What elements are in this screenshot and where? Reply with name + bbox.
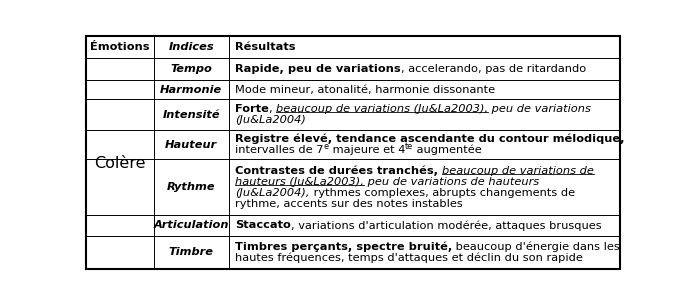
Text: majeure et 4: majeure et 4	[329, 145, 405, 155]
Text: Mode mineur, atonalité, harmonie dissonante: Mode mineur, atonalité, harmonie dissona…	[235, 85, 495, 95]
Text: beaucoup de variations de: beaucoup de variations de	[442, 166, 594, 176]
Text: te: te	[405, 142, 413, 151]
Text: (Ju&La2004): (Ju&La2004)	[235, 115, 306, 125]
Text: Tempo: Tempo	[170, 64, 212, 74]
Text: Forte: Forte	[235, 104, 269, 114]
Text: hautes fréquences, temps d'attaques et déclin du son rapide: hautes fréquences, temps d'attaques et d…	[235, 252, 583, 263]
Text: beaucoup d'énergie dans les: beaucoup d'énergie dans les	[453, 241, 620, 252]
Text: Colère: Colère	[94, 156, 146, 171]
Text: peu de variations de hauteurs: peu de variations de hauteurs	[364, 177, 539, 187]
Text: Intensité: Intensité	[163, 110, 220, 120]
Text: e: e	[324, 142, 329, 151]
Text: Registre élevé, tendance ascendante du contour mélodique,: Registre élevé, tendance ascendante du c…	[235, 134, 625, 144]
Text: rythme, accents sur des notes instables: rythme, accents sur des notes instables	[235, 199, 463, 209]
Text: Timbre: Timbre	[169, 247, 214, 257]
Text: intervalles de 7: intervalles de 7	[235, 145, 324, 155]
Text: Timbres perçants, spectre bruité,: Timbres perçants, spectre bruité,	[235, 241, 453, 252]
Text: Contrastes de durées tranchés,: Contrastes de durées tranchés,	[235, 165, 438, 176]
Text: peu de variations: peu de variations	[489, 104, 591, 114]
Text: hauteurs (Ju&La2003),: hauteurs (Ju&La2003),	[235, 177, 364, 187]
Text: , accelerando, pas de ritardando: , accelerando, pas de ritardando	[401, 64, 586, 74]
Text: Émotions: Émotions	[90, 42, 150, 52]
Text: Rapide, peu de variations: Rapide, peu de variations	[235, 64, 401, 74]
Text: Harmonie: Harmonie	[161, 85, 223, 95]
Text: , variations d'articulation modérée, attaques brusques: , variations d'articulation modérée, att…	[291, 220, 601, 231]
Text: rythmes complexes, abrupts changements de: rythmes complexes, abrupts changements d…	[309, 188, 575, 198]
Text: augmentée: augmentée	[413, 145, 482, 155]
Text: Indices: Indices	[169, 42, 214, 52]
Text: Staccato: Staccato	[235, 220, 291, 230]
Text: Articulation: Articulation	[154, 220, 229, 230]
Text: (Ju&La2004),: (Ju&La2004),	[235, 188, 309, 198]
Text: beaucoup de variations (Ju&La2003),: beaucoup de variations (Ju&La2003),	[276, 104, 489, 114]
Text: Rythme: Rythme	[167, 182, 216, 192]
Text: Résultats: Résultats	[235, 42, 296, 52]
Text: ,: ,	[269, 104, 276, 114]
Text: Hauteur: Hauteur	[165, 140, 218, 149]
